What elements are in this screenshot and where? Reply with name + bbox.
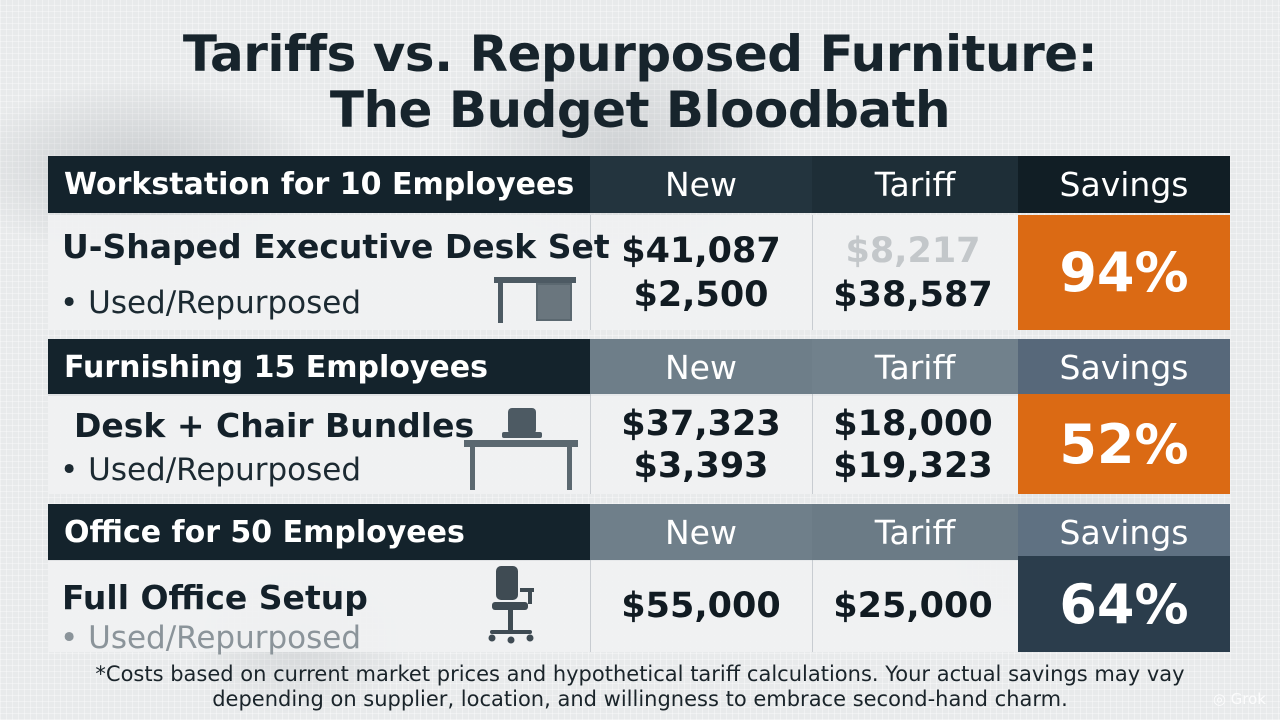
section-2-tariff-value-2: $19,323	[833, 446, 993, 486]
divider	[590, 215, 591, 330]
section-2-header: Furnishing 15 Employees New Tariff Savin…	[48, 339, 1230, 396]
section-1-tariff-value-2: $38,587	[833, 275, 993, 315]
footnote-line-1: *Costs based on current market prices an…	[95, 662, 1185, 686]
section-2-col-tariff: Tariff	[812, 339, 1018, 396]
section-2-sub: • Used/Repurposed	[60, 452, 362, 488]
page-title: Tariffs vs. Repurposed Furniture: The Bu…	[0, 26, 1280, 138]
section-2-row: Desk + Chair Bundles • Used/Repurposed $…	[48, 394, 1230, 494]
section-2-new-value-2: $3,393	[633, 446, 769, 486]
section-2-col-new: New	[590, 339, 812, 396]
desk-chair-icon	[464, 408, 578, 490]
section-3-tariff-value: $25,000	[833, 586, 993, 626]
section-3-savings-badge: 64%	[1018, 556, 1230, 652]
section-2-label: Furnishing 15 Employees	[48, 339, 590, 396]
office-chair-icon	[488, 566, 534, 644]
divider	[590, 394, 591, 494]
divider	[812, 560, 813, 652]
divider	[590, 560, 591, 652]
footnote-line-2: depending on supplier, location, and wil…	[212, 687, 1068, 711]
watermark-text: Grok	[1230, 690, 1266, 708]
title-line-1: Tariffs vs. Repurposed Furniture:	[182, 25, 1098, 83]
desk-icon	[494, 277, 576, 323]
section-3-new-value: $55,000	[621, 586, 781, 626]
section-1-sub: • Used/Repurposed	[60, 285, 362, 321]
section-1-tariff-value-1: $8,217	[845, 231, 981, 271]
section-1-row: U-Shaped Executive Desk Set • Used/Repur…	[48, 215, 1230, 330]
section-1-col-savings: Savings	[1018, 156, 1230, 213]
section-1-new-value-1: $41,087	[621, 231, 781, 271]
footnote: *Costs based on current market prices an…	[0, 662, 1280, 712]
section-3-row: Full Office Setup • Used/Repurposed $55,…	[48, 556, 1230, 656]
section-1-item: U-Shaped Executive Desk Set	[62, 227, 610, 266]
section-1-header: Workstation for 10 Employees New Tariff …	[48, 156, 1230, 213]
section-3-header: Office for 50 Employees New Tariff Savin…	[48, 504, 1230, 561]
section-1-new-value-2: $2,500	[633, 275, 769, 315]
divider	[812, 215, 813, 330]
section-1-savings-badge: 94%	[1018, 215, 1230, 330]
section-3-item: Full Office Setup	[62, 578, 368, 617]
section-2-tariff-value-1: $18,000	[833, 404, 993, 444]
title-line-2: The Budget Bloodbath	[329, 81, 951, 139]
section-3-col-savings: Savings	[1018, 504, 1230, 561]
section-3-col-new: New	[590, 504, 812, 561]
watermark: ◎ Grok	[1213, 690, 1266, 708]
divider	[812, 394, 813, 494]
grok-logo-icon: ◎	[1212, 690, 1231, 708]
section-2-savings-badge: 52%	[1018, 394, 1230, 494]
section-1-label: Workstation for 10 Employees	[48, 156, 590, 213]
section-2-new-value-1: $37,323	[621, 404, 781, 444]
section-3-col-tariff: Tariff	[812, 504, 1018, 561]
section-3-sub: • Used/Repurposed	[60, 620, 362, 656]
section-1-col-new: New	[590, 156, 812, 213]
section-3-label: Office for 50 Employees	[48, 504, 590, 561]
section-1-col-tariff: Tariff	[812, 156, 1018, 213]
section-2-col-savings: Savings	[1018, 339, 1230, 396]
section-2-item: Desk + Chair Bundles	[74, 406, 475, 445]
